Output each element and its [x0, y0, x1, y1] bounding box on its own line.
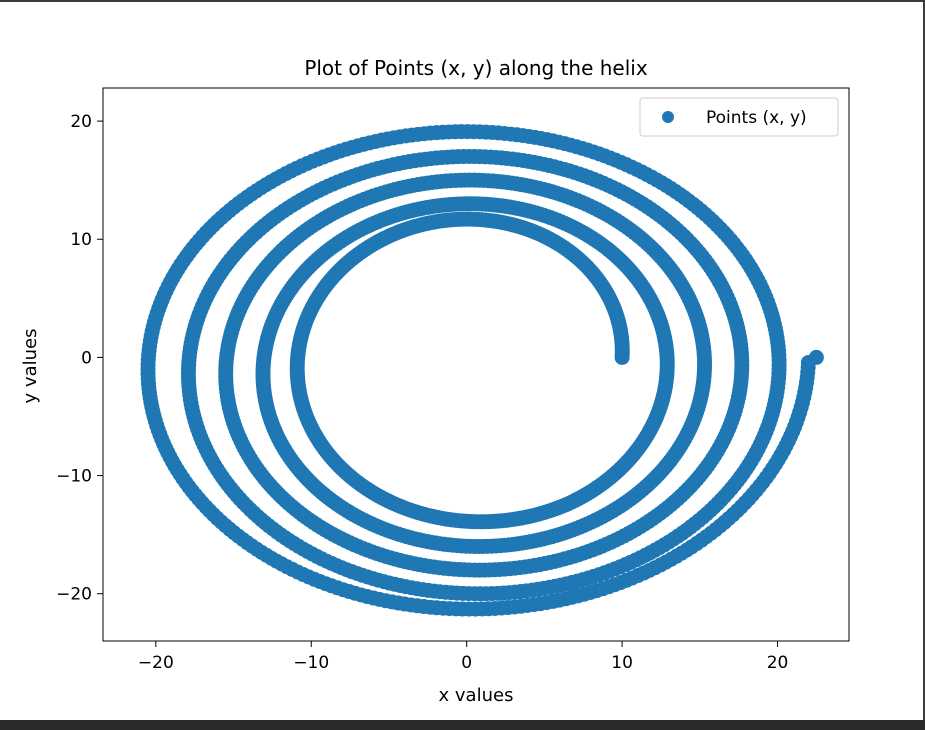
plot-frame [102, 87, 850, 642]
window-right-border [923, 0, 925, 720]
y-tick-label: 10 [70, 230, 92, 250]
x-tick-label: 20 [767, 653, 789, 673]
x-tick-label: −20 [138, 653, 174, 673]
x-axis-label: x values [439, 685, 514, 706]
y-tick-label: 20 [70, 112, 92, 132]
data-point [808, 349, 824, 365]
window-top-border [0, 0, 925, 2]
x-tick-label: 10 [611, 653, 633, 673]
y-tick-label: −20 [56, 585, 92, 605]
series-points [140, 124, 824, 617]
y-tick-label: 0 [81, 348, 92, 368]
legend-box [639, 97, 839, 137]
x-tick-label: 0 [461, 653, 472, 673]
x-axis: −20 −10 0 10 20 [138, 641, 788, 673]
legend-marker [662, 111, 674, 123]
y-axis-label: y values [20, 329, 41, 404]
window-bottom-bar [0, 720, 925, 730]
chart-title: Plot of Points (x, y) along the helix [304, 56, 648, 80]
x-tick-label: −10 [293, 653, 329, 673]
y-axis: −20 −10 0 10 20 [56, 112, 103, 605]
y-tick-label: −10 [56, 467, 92, 487]
legend-label: Points (x, y) [706, 108, 807, 128]
legend: Points (x, y) [639, 97, 839, 137]
